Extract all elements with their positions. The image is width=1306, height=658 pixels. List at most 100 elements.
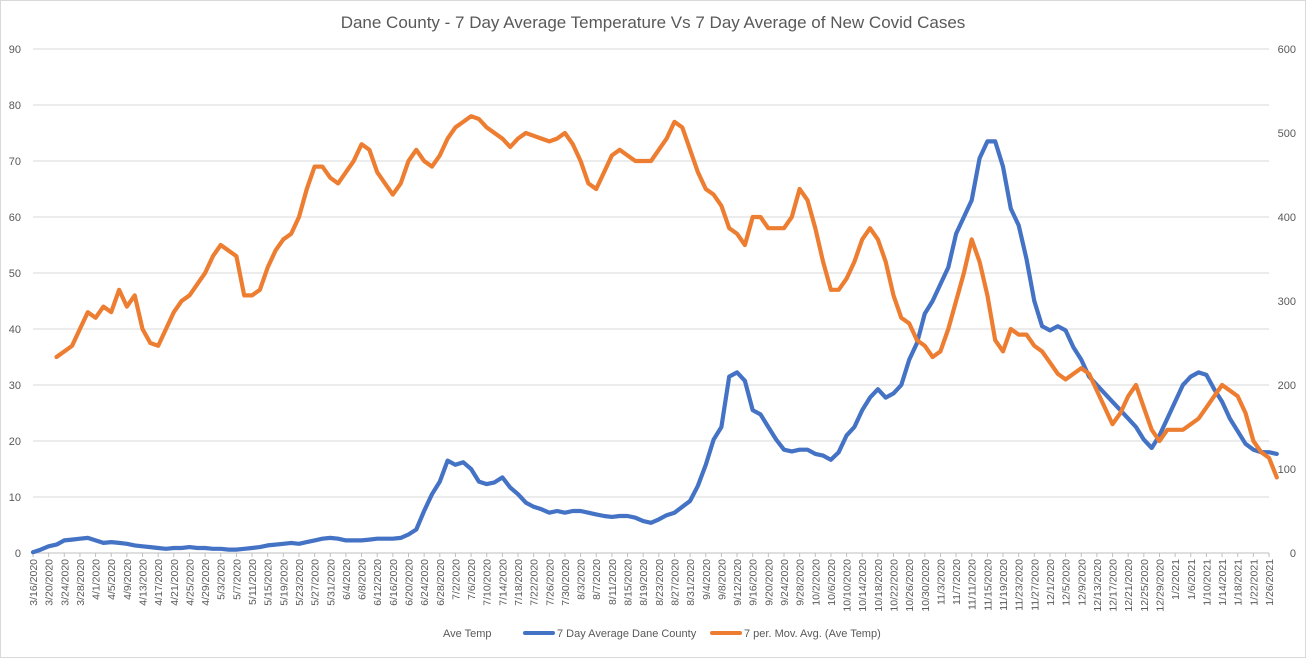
x-tick-label: 11/19/2020 [998, 559, 1010, 611]
x-tick-label: 8/31/2020 [685, 559, 697, 606]
x-tick-label: 8/27/2020 [669, 559, 681, 606]
x-tick-label: 7/26/2020 [544, 559, 556, 606]
x-tick-label: 4/17/2020 [153, 559, 165, 606]
x-tick-label: 1/18/2021 [1233, 559, 1245, 606]
x-tick-label: 7/18/2020 [513, 559, 525, 606]
x-tick-label: 10/30/2020 [920, 559, 932, 612]
x-tick-label: 8/7/2020 [591, 559, 603, 600]
x-tick-label: 4/1/2020 [91, 559, 103, 600]
x-tick-label: 4/29/2020 [200, 559, 212, 606]
x-tick-label: 4/9/2020 [122, 559, 134, 600]
x-tick-label: 7/10/2020 [482, 559, 494, 606]
x-axis: 3/16/2020 3/20/2020 3/24/2020 3/28/2020 4/1/… [28, 553, 1276, 612]
x-tick-label: 12/13/2020 [1092, 559, 1104, 612]
x-tick-label: 10/6/2020 [826, 559, 838, 606]
x-tick-label: 11/23/2020 [1014, 559, 1026, 611]
x-tick-label: 9/16/2020 [748, 559, 760, 606]
y-axis-left: 0 10 20 30 40 50 60 70 80 90 [9, 44, 21, 560]
x-tick-label: 12/25/2020 [1139, 559, 1151, 612]
y-tick-label-left: 10 [9, 492, 21, 504]
x-tick-label: 7/2/2020 [450, 559, 462, 600]
x-tick-label: 3/16/2020 [28, 559, 40, 606]
y-tick-label-right: 600 [1278, 44, 1296, 56]
x-tick-label: 4/5/2020 [106, 559, 118, 600]
x-tick-label: 8/15/2020 [623, 559, 635, 606]
x-tick-label: 7/6/2020 [466, 559, 478, 600]
x-tick-label: 9/8/2020 [716, 559, 728, 600]
x-tick-label: 12/29/2020 [1154, 559, 1166, 612]
x-tick-label: 11/27/2020 [1029, 559, 1041, 611]
y-tick-label-left: 20 [9, 436, 21, 448]
x-tick-label: 5/27/2020 [310, 559, 322, 606]
x-tick-label: 6/28/2020 [435, 559, 447, 606]
y-tick-label-left: 60 [9, 212, 21, 224]
x-tick-label: 9/24/2020 [779, 559, 791, 606]
x-tick-label: 7/30/2020 [560, 559, 572, 606]
x-tick-label: 5/11/2020 [247, 559, 259, 605]
x-tick-label: 11/11/2020 [967, 559, 979, 610]
x-tick-label: 12/9/2020 [1076, 559, 1088, 606]
x-tick-label: 1/6/2021 [1186, 559, 1198, 600]
x-tick-label: 5/7/2020 [231, 559, 243, 600]
x-tick-label: 9/20/2020 [763, 559, 775, 606]
x-tick-label: 12/17/2020 [1108, 559, 1120, 612]
y-tick-label-right: 300 [1278, 296, 1296, 308]
x-tick-label: 5/31/2020 [325, 559, 337, 606]
y-tick-label-right: 200 [1278, 380, 1296, 392]
x-tick-label: 10/18/2020 [873, 559, 885, 612]
y-tick-label-left: 0 [15, 548, 21, 560]
x-tick-label: 4/21/2020 [169, 559, 181, 606]
y-tick-label-left: 80 [9, 100, 21, 112]
x-tick-label: 5/23/2020 [294, 559, 306, 606]
series-line [54, 114, 1279, 480]
x-tick-label: 6/4/2020 [341, 559, 353, 600]
x-tick-label: 8/23/2020 [654, 559, 666, 606]
x-tick-label: 6/8/2020 [357, 559, 369, 600]
legend: Ave Temp 7 Day Average Dane County 7 per. … [443, 628, 881, 640]
grid-lines [33, 48, 1269, 554]
x-tick-label: 6/24/2020 [419, 559, 431, 606]
y-tick-label-right: 0 [1290, 548, 1296, 560]
y-tick-label-right: 100 [1278, 464, 1296, 476]
x-tick-label: 9/28/2020 [795, 559, 807, 606]
x-tick-label: 10/22/2020 [889, 559, 901, 612]
y-tick-label-left: 50 [9, 268, 21, 280]
y-tick-label-left: 30 [9, 380, 21, 392]
x-tick-label: 5/19/2020 [278, 559, 290, 606]
y-axis-right: 0 100 200 300 400 500 600 [1278, 44, 1296, 560]
x-tick-label: 7/14/2020 [497, 559, 509, 606]
x-tick-label: 8/19/2020 [638, 559, 650, 606]
y-tick-label-left: 90 [9, 44, 21, 56]
x-tick-label: 6/16/2020 [388, 559, 400, 606]
x-tick-label: 8/11/2020 [607, 559, 619, 605]
legend-entry: Ave Temp [443, 628, 492, 640]
x-tick-label: 9/12/2020 [732, 559, 744, 606]
x-tick-label: 10/14/2020 [857, 559, 869, 612]
series-lines [30, 114, 1279, 555]
x-tick-label: 6/20/2020 [403, 559, 415, 606]
x-tick-label: 11/15/2020 [982, 559, 994, 611]
y-tick-label-right: 400 [1278, 212, 1296, 224]
x-tick-label: 10/10/2020 [842, 559, 854, 612]
x-tick-label: 10/2/2020 [810, 559, 822, 606]
x-tick-label: 7/22/2020 [529, 559, 541, 606]
x-tick-label: 5/15/2020 [263, 559, 275, 606]
series-line [30, 139, 1279, 555]
x-tick-label: 9/4/2020 [701, 559, 713, 600]
chart-title: Dane County - 7 Day Average Temperature … [341, 13, 966, 32]
y-tick-label-right: 500 [1278, 128, 1296, 140]
x-tick-label: 4/13/2020 [138, 559, 150, 606]
y-tick-label-left: 70 [9, 156, 21, 168]
x-tick-label: 12/5/2020 [1061, 559, 1073, 606]
x-tick-label: 1/2/2021 [1170, 559, 1182, 600]
x-tick-label: 3/20/2020 [44, 559, 56, 606]
legend-entry: 7 Day Average Dane County [557, 628, 697, 640]
x-tick-label: 1/26/2021 [1264, 559, 1276, 606]
x-tick-label: 8/3/2020 [576, 559, 588, 600]
x-tick-label: 6/12/2020 [372, 559, 384, 606]
x-tick-label: 1/22/2021 [1248, 559, 1260, 606]
y-tick-label-left: 40 [9, 324, 21, 336]
x-tick-label: 3/28/2020 [75, 559, 87, 606]
